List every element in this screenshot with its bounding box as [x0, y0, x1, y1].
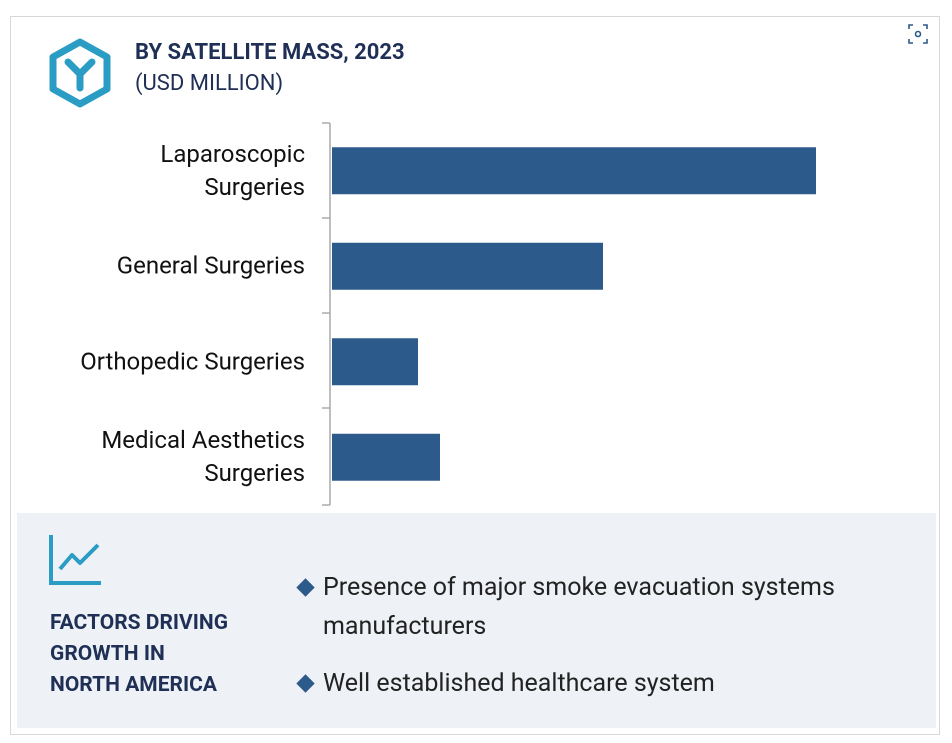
y-tick-label: General Surgeries: [116, 251, 305, 280]
trend-icon: [49, 535, 101, 585]
bullet-text: Well established healthcare system: [323, 669, 715, 698]
bar: [332, 147, 816, 195]
bullet-text: Presence of major smoke evacuation syste…: [323, 573, 835, 641]
bar: [332, 338, 418, 386]
y-tick-label: Orthopedic Surgeries: [80, 347, 305, 376]
chart-subtitle: (USD MILLION): [135, 71, 284, 96]
chart-title: BY SATELLITE MASS, 2023: [135, 40, 405, 65]
bar: [332, 433, 440, 481]
bar: [332, 242, 603, 290]
focus-icon[interactable]: [908, 24, 928, 44]
y-tick-label: Laparoscopic Surgeries: [160, 139, 305, 201]
category-axis: [322, 122, 331, 506]
hex-icon: [49, 38, 111, 108]
y-tick-label: Medical Aesthetics Surgeries: [101, 426, 305, 488]
card-border: [10, 16, 940, 735]
panel-heading: FACTORS DRIVING GROWTH IN NORTH AMERICA: [50, 611, 229, 697]
panel-background: [17, 513, 936, 728]
